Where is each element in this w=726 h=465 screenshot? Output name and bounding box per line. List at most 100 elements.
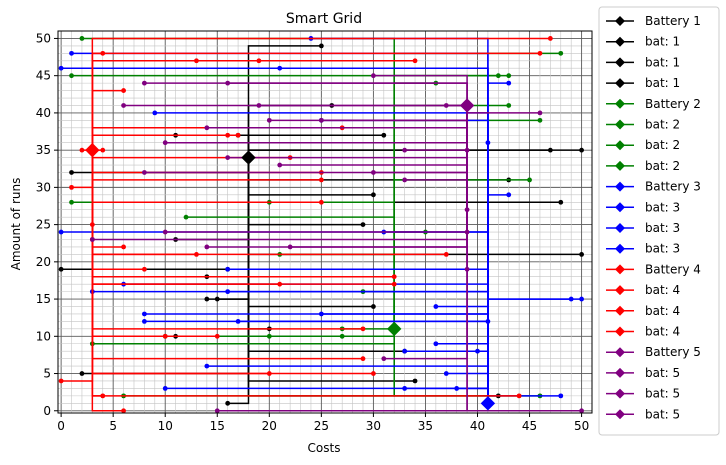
house-point [204,125,210,131]
house-point [495,73,501,79]
legend-marker [615,285,625,296]
house-point [506,103,512,108]
house-point [547,36,553,41]
cable-route [373,105,468,174]
house-point [58,65,64,71]
plot-area [58,36,584,414]
legend-marker [615,16,625,26]
house-point [235,132,241,138]
house-point [454,386,460,391]
y-tick-label: 35 [36,143,51,157]
cable-route [362,290,395,329]
cable-route [91,150,395,278]
house-point [318,43,324,49]
house-point [537,50,543,56]
legend-label: bat: 1 [645,55,680,69]
legend-marker [615,57,625,68]
cable-route [61,231,489,404]
cable-route [206,105,468,248]
legend-marker [615,98,625,109]
house-point [69,184,74,190]
house-point [100,147,106,153]
house-point [579,296,584,302]
legend-marker [615,119,625,130]
house-point [287,244,293,250]
legend-label: Battery 2 [645,97,701,111]
house-point [579,147,584,153]
cable-route [71,201,395,329]
house-point [402,177,408,183]
y-tick-label: 45 [36,69,51,83]
cable-route [247,134,384,158]
house-point [464,147,470,153]
house-point [579,408,584,414]
house-point [464,229,470,235]
battery-network [58,36,553,414]
house-point [152,110,158,116]
x-tick-label: 40 [470,419,485,433]
house-point [141,311,147,317]
cable-route [227,82,468,106]
legend-label: bat: 2 [645,138,680,152]
house-point [141,170,147,175]
legend-marker [615,223,625,233]
y-tick-label: 20 [36,255,51,269]
house-point [371,304,376,309]
legend-marker [615,305,625,316]
house-point [141,266,147,272]
cable-route [91,150,166,338]
house-point [485,319,491,324]
house-point [69,73,74,79]
battery-marker [459,98,475,113]
battery-marker [387,321,402,337]
cable-route [466,105,540,114]
house-point [214,408,220,414]
legend-marker [615,202,625,213]
cable-route [61,150,94,382]
house-point [204,296,210,302]
y-tick-label: 50 [36,31,51,45]
house-point [412,378,418,384]
house-point [79,36,85,41]
legend-label: bat: 4 [645,325,680,339]
legend-marker [615,388,625,399]
cable-route [144,320,489,404]
cable-route [247,157,363,226]
y-axis-title: Amount of runs [9,178,23,271]
house-point [162,229,168,235]
x-tick-label: 25 [314,419,329,433]
house-point [277,162,283,168]
legend-marker [615,36,625,47]
legend-label: bat: 1 [645,76,680,90]
house-point [443,371,449,376]
house-point [277,281,283,287]
house-point [360,356,366,362]
x-axis-title: Costs [308,441,341,455]
legend-marker [615,140,625,151]
x-tick-label: 35 [418,419,433,433]
house-point [381,356,387,362]
battery-marker [241,150,256,165]
house-point [443,251,449,257]
axis-ticks: 0 5 10 15 20 25 30 35 40 45 50 0 5 10 15 20 25 30 35 40 45 50 [36,31,590,433]
cable-route [217,157,250,300]
house-point [162,333,168,339]
house-point [558,50,564,56]
cable-route [310,37,489,404]
legend-label: Battery 3 [645,180,701,194]
house-point [225,132,231,138]
legend-label: bat: 5 [645,366,680,380]
legend: Battery 1 bat: 1 bat: 1 bat: 1 Battery 2 bat:… [598,6,720,436]
cable-route [91,150,124,412]
y-tick-label: 5 [43,367,51,381]
cable-route [175,134,250,158]
house-point [318,177,324,183]
house-point [162,140,168,146]
house-point [89,222,95,228]
house-point [558,199,564,205]
cable-route [144,105,468,174]
house-point [69,170,74,175]
house-point [194,58,199,64]
house-point [89,237,95,242]
